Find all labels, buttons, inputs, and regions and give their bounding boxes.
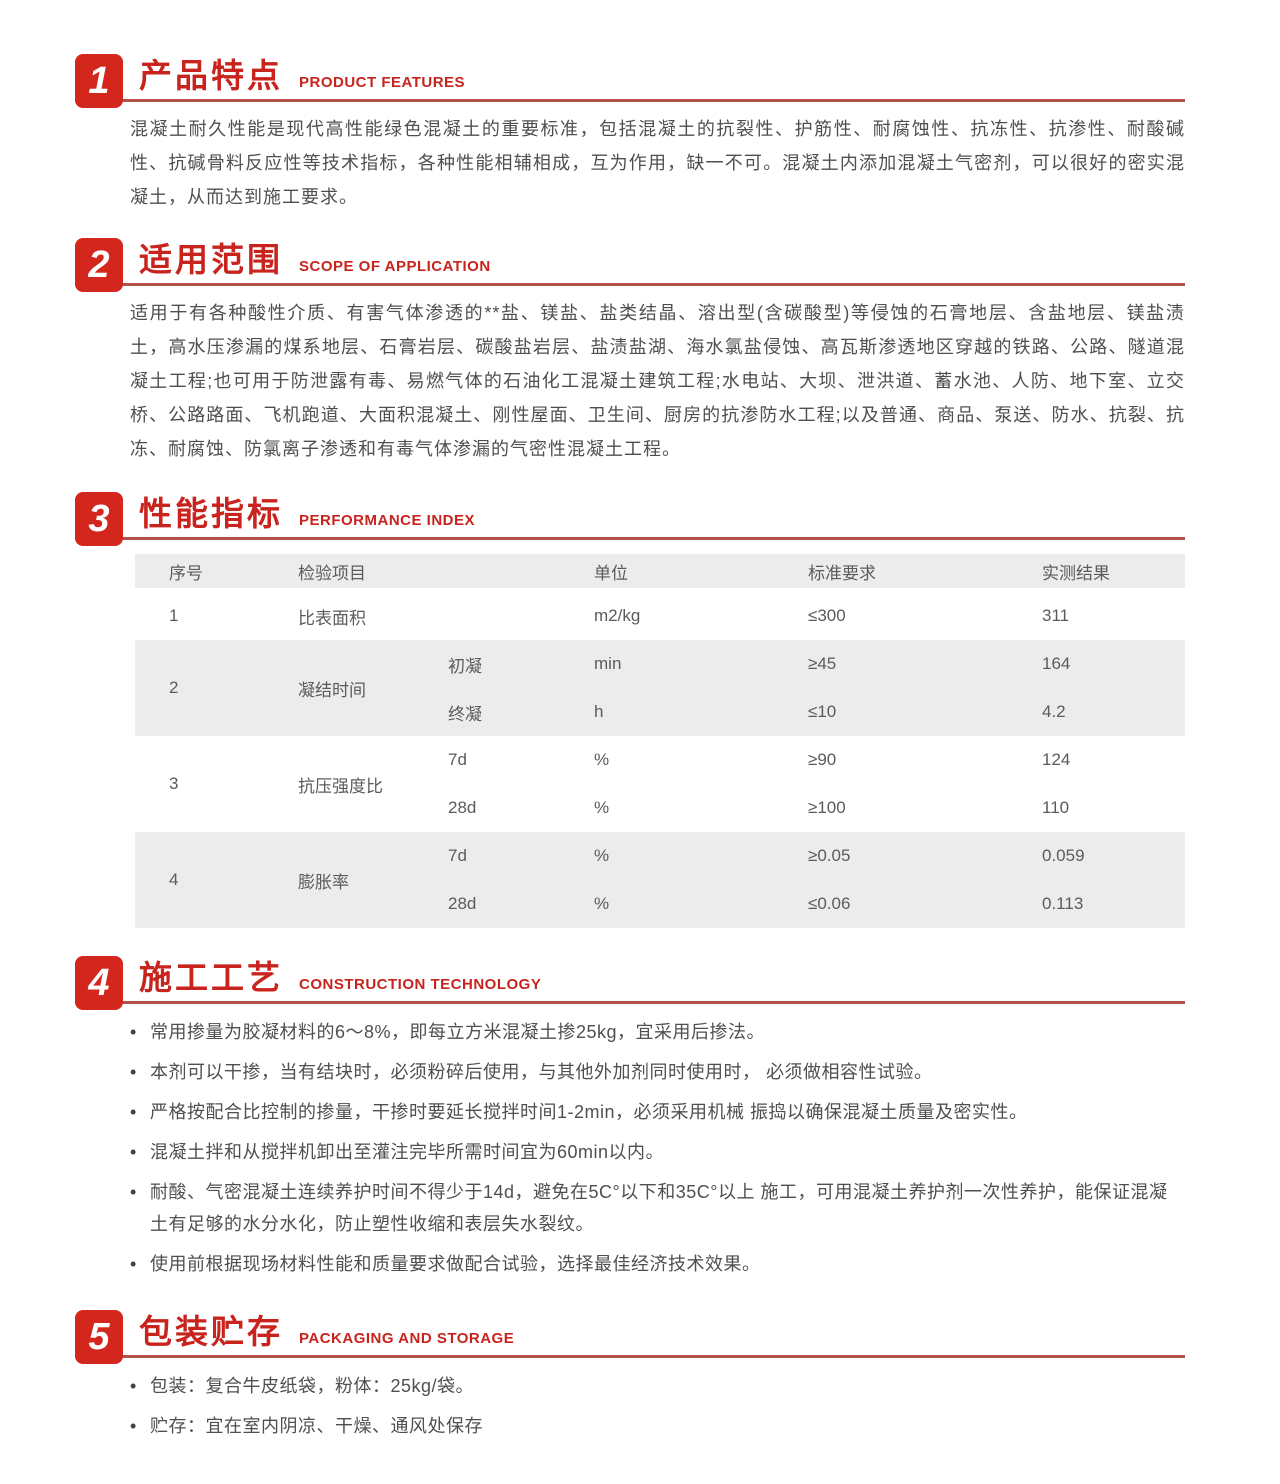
section-product-features: 1 产品特点 PRODUCT FEATURES 混凝土耐久性能是现代高性能绿色混… xyxy=(75,50,1185,214)
packaging-bullet-list: 包装：复合牛皮纸袋，粉体：25kg/袋。 贮存：宜在室内阴凉、干燥、通风处保存 xyxy=(130,1370,1185,1442)
bullet-item: 贮存：宜在室内阴凉、干燥、通风处保存 xyxy=(130,1410,1185,1442)
section-title-zh: 性能指标 xyxy=(139,495,283,532)
row-item: 抗压强度比 xyxy=(298,776,383,796)
product-datasheet-page: 1 产品特点 PRODUCT FEATURES 混凝土耐久性能是现代高性能绿色混… xyxy=(0,0,1280,1442)
subrow-result: 110 xyxy=(1042,798,1070,817)
subrow-name: 7d xyxy=(448,750,467,769)
section-number-badge: 5 xyxy=(75,1310,123,1364)
subrow-result: 0.059 xyxy=(1042,846,1085,865)
subrow-standard: ≥45 xyxy=(808,654,837,673)
table-row-group: 2 凝结时间 初凝 min ≥45 164 终凝 h ≤10 4.2 xyxy=(135,640,1185,736)
section-scope-of-application: 2 适用范围 SCOPE OF APPLICATION 适用于有各种酸性介质、有… xyxy=(75,234,1185,466)
bullet-item: 包装：复合牛皮纸袋，粉体：25kg/袋。 xyxy=(130,1370,1185,1402)
subrow-unit: % xyxy=(594,846,610,865)
section-header: 2 适用范围 SCOPE OF APPLICATION xyxy=(75,234,1185,292)
subrow-result: 164 xyxy=(1042,654,1071,673)
section-title-en: PERFORMANCE INDEX xyxy=(299,512,476,529)
section-header: 3 性能指标 PERFORMANCE INDEX xyxy=(75,488,1185,546)
section-title-en: PRODUCT FEATURES xyxy=(299,74,466,91)
row-result: 311 xyxy=(1042,606,1070,625)
subrow-unit: % xyxy=(594,894,610,913)
section-header: 5 包装贮存 PACKAGING AND STORAGE xyxy=(75,1306,1185,1364)
subrow-name: 28d xyxy=(448,894,477,913)
row-unit: m2/kg xyxy=(594,606,641,625)
subrow-standard: ≥100 xyxy=(808,798,846,817)
bullet-item: 耐酸、气密混凝土连续养护时间不得少于14d，避免在5C°以下和35C°以上 施工… xyxy=(130,1176,1185,1240)
section-title-en: CONSTRUCTION TECHNOLOGY xyxy=(299,976,542,993)
section-title-en: SCOPE OF APPLICATION xyxy=(299,258,491,275)
table-row-group: 3 抗压强度比 7d % ≥90 124 28d % ≥100 110 xyxy=(135,736,1185,832)
section-number-badge: 1 xyxy=(75,54,123,108)
subrow-result: 0.113 xyxy=(1042,894,1084,913)
row-no: 3 xyxy=(169,774,179,793)
subrow-standard: ≥0.05 xyxy=(808,846,851,865)
product-features-paragraph: 混凝土耐久性能是现代高性能绿色混凝土的重要标准，包括混凝土的抗裂性、护筋性、耐腐… xyxy=(130,119,1185,207)
scope-paragraph: 适用于有各种酸性介质、有害气体渗透的**盐、镁盐、盐类结晶、溶出型(含碳酸型)等… xyxy=(130,303,1185,459)
subrow-result: 124 xyxy=(1042,750,1071,769)
table-row: 1 比表面积 m2/kg ≤300 311 xyxy=(135,592,1185,640)
section-title-zh: 产品特点 xyxy=(139,57,283,94)
section-title-zh: 适用范围 xyxy=(139,241,283,278)
bullet-item: 使用前根据现场材料性能和质量要求做配合试验，选择最佳经济技术效果。 xyxy=(130,1248,1185,1280)
section-header: 4 施工工艺 CONSTRUCTION TECHNOLOGY xyxy=(75,952,1185,1010)
subrow-standard: ≤0.06 xyxy=(808,894,851,913)
table-header-row: 序号 检验项目 单位 标准要求 实测结果 xyxy=(135,554,1185,588)
subrow-standard: ≥90 xyxy=(808,750,837,769)
row-no: 4 xyxy=(169,870,179,889)
row-item: 凝结时间 xyxy=(298,680,366,700)
subrow-unit: % xyxy=(594,750,610,769)
section-number-badge: 3 xyxy=(75,492,123,546)
section-number-badge: 4 xyxy=(75,956,123,1010)
row-no: 1 xyxy=(169,606,179,625)
subrow-unit: h xyxy=(594,702,604,721)
subrow-name: 初凝 xyxy=(448,656,482,676)
section-number-badge: 2 xyxy=(75,238,123,292)
header-result: 实测结果 xyxy=(1042,563,1110,583)
bullet-item: 混凝土拌和从搅拌机卸出至灌注完毕所需时间宜为60min以内。 xyxy=(130,1136,1185,1168)
row-no: 2 xyxy=(169,678,179,697)
row-item: 膨胀率 xyxy=(298,872,349,892)
section-performance-index: 3 性能指标 PERFORMANCE INDEX 序号 检验项目 单位 标准要求… xyxy=(75,488,1185,928)
section-construction-technology: 4 施工工艺 CONSTRUCTION TECHNOLOGY 常用掺量为胶凝材料… xyxy=(75,952,1185,1280)
section-title-zh: 施工工艺 xyxy=(139,959,283,996)
bullet-item: 严格按配合比控制的掺量，干掺时要延长搅拌时间1-2min，必须采用机械 振捣以确… xyxy=(130,1096,1185,1128)
section-title-zh: 包装贮存 xyxy=(139,1313,283,1350)
section-header: 1 产品特点 PRODUCT FEATURES xyxy=(75,50,1185,108)
header-standard: 标准要求 xyxy=(808,563,876,583)
row-item: 比表面积 xyxy=(298,608,366,628)
section-packaging-storage: 5 包装贮存 PACKAGING AND STORAGE 包装：复合牛皮纸袋，粉… xyxy=(75,1306,1185,1442)
header-unit: 单位 xyxy=(594,563,628,583)
performance-table: 序号 检验项目 单位 标准要求 实测结果 1 比表面积 m2/kg ≤300 3… xyxy=(135,554,1185,928)
section-title-en: PACKAGING AND STORAGE xyxy=(299,1330,515,1347)
bullet-item: 本剂可以干掺，当有结块时，必须粉碎后使用，与其他外加剂同时使用时， 必须做相容性… xyxy=(130,1056,1185,1088)
header-item: 检验项目 xyxy=(298,563,366,583)
row-standard: ≤300 xyxy=(808,606,846,625)
subrow-unit: min xyxy=(594,654,622,673)
subrow-name: 28d xyxy=(448,798,477,817)
subrow-unit: % xyxy=(594,798,610,817)
construction-bullet-list: 常用掺量为胶凝材料的6～8%，即每立方米混凝土掺25kg，宜采用后掺法。 本剂可… xyxy=(130,1016,1185,1280)
subrow-result: 4.2 xyxy=(1042,702,1066,721)
subrow-standard: ≤10 xyxy=(808,702,837,721)
subrow-name: 7d xyxy=(448,846,467,865)
table-row-group: 4 膨胀率 7d % ≥0.05 0.059 28d % ≤0.06 0.113 xyxy=(135,832,1185,928)
bullet-item: 常用掺量为胶凝材料的6～8%，即每立方米混凝土掺25kg，宜采用后掺法。 xyxy=(130,1016,1185,1048)
header-no: 序号 xyxy=(169,563,203,583)
subrow-name: 终凝 xyxy=(448,704,482,724)
